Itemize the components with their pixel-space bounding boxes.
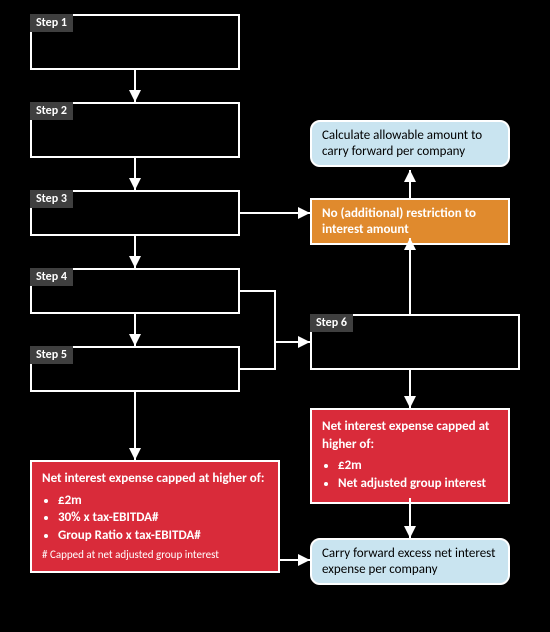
step-2-box: Step 2	[30, 102, 240, 158]
carry-forward-excess-text: Carry forward excess net interest expens…	[322, 546, 495, 577]
step-3-label: Step 3	[30, 190, 73, 208]
no-restriction-box: No (additional) restriction to interest …	[310, 198, 510, 245]
cap-left-bullet-3: Group Ratio x tax-EBITDA#	[58, 527, 268, 545]
step-5-label: Step 5	[30, 346, 73, 364]
carry-forward-allowable-box: Calculate allowable amount to carry forw…	[310, 120, 510, 167]
cap-right-box: Net interest expense capped at higher of…	[310, 408, 510, 504]
cap-right-bullet-1: £2m	[338, 457, 498, 475]
cap-left-box: Net interest expense capped at higher of…	[30, 460, 280, 573]
cap-right-header: Net interest expense capped at higher of…	[322, 418, 498, 453]
cap-right-list: £2m Net adjusted group interest	[322, 457, 498, 492]
cap-left-footnote: # Capped at net adjusted group interest	[42, 548, 268, 563]
no-restriction-text: No (additional) restriction to interest …	[322, 206, 476, 237]
carry-forward-allowable-text: Calculate allowable amount to carry forw…	[322, 128, 482, 159]
cap-left-bullet-2: 30% x tax-EBITDA#	[58, 509, 268, 527]
step-6-label: Step 6	[310, 314, 353, 332]
step-5-box: Step 5	[30, 346, 240, 392]
step-4-box: Step 4	[30, 268, 240, 314]
step-3-box: Step 3	[30, 190, 240, 236]
step-4-label: Step 4	[30, 268, 73, 286]
cap-left-list: £2m 30% x tax-EBITDA# Group Ratio x tax-…	[42, 492, 268, 545]
carry-forward-excess-box: Carry forward excess net interest expens…	[310, 538, 510, 585]
cap-left-header: Net interest expense capped at higher of…	[42, 470, 268, 488]
step-1-label: Step 1	[30, 14, 73, 32]
cap-left-bullet-1: £2m	[58, 492, 268, 510]
step-1-box: Step 1	[30, 14, 240, 70]
step-6-box: Step 6	[310, 314, 520, 370]
step-2-label: Step 2	[30, 102, 73, 120]
cap-right-bullet-2: Net adjusted group interest	[338, 475, 498, 493]
